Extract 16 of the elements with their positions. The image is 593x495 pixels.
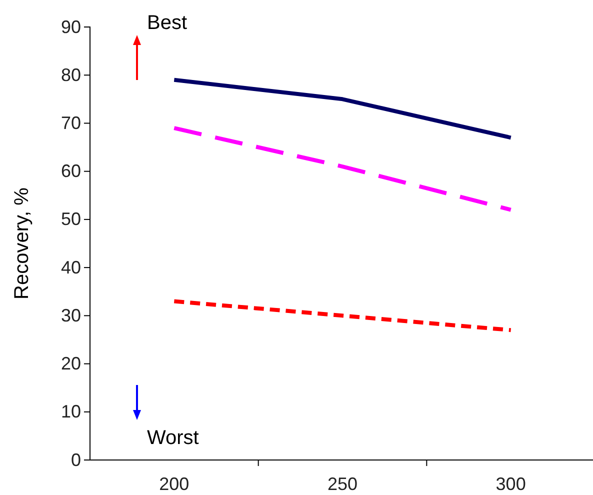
y-tick-label: 10 [60,402,81,422]
y-tick-label: 40 [60,257,81,278]
y-tick-label: 0 [70,450,81,470]
y-axis-title: Recovery, % [11,187,33,300]
y-tick-label: 80 [60,64,81,85]
y-tick-label: 60 [60,161,81,182]
x-tick-label: 300 [496,474,526,494]
x-tick-label: 250 [327,474,358,494]
x-tick-label: 200 [159,474,190,494]
y-tick-label: 20 [60,354,81,374]
y-tick-label: 90 [60,16,81,37]
y-tick-label: 70 [60,112,81,133]
annotation: Worst [147,427,200,449]
y-tick-label: 50 [60,209,81,230]
annotation: Best [147,12,188,34]
y-tick-label: 30 [60,305,81,326]
